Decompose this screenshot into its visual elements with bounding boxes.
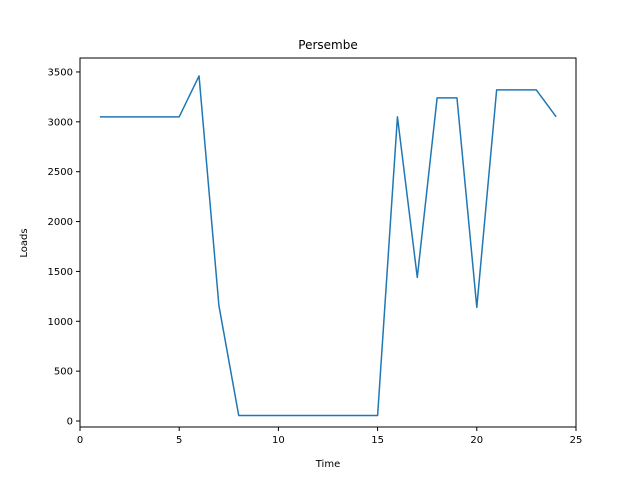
y-tick-label: 1500 — [48, 267, 73, 278]
y-tick-label: 1000 — [48, 317, 73, 328]
x-axis-label: Time — [315, 459, 340, 470]
x-tick-label: 15 — [371, 435, 384, 446]
y-tick-label: 2500 — [48, 167, 73, 178]
y-tick-label: 3000 — [48, 117, 73, 128]
x-tick-label: 25 — [570, 435, 583, 446]
chart-title: Persembe — [298, 38, 357, 52]
y-tick-label: 2000 — [48, 217, 73, 228]
y-tick-label: 0 — [67, 417, 73, 428]
y-tick-label: 500 — [54, 367, 73, 378]
plot-area: 0 5 10 15 20 25 0 500 1000 1500 2000 2500 3000 3500 — [48, 57, 583, 446]
x-tick-label: 5 — [176, 435, 182, 446]
x-tick-label: 0 — [77, 435, 83, 446]
series-layer — [99, 75, 557, 417]
series-line — [99, 75, 557, 417]
y-axis-ticks: 0 500 1000 1500 2000 2500 3000 3500 — [48, 67, 80, 428]
plot-background — [80, 58, 576, 427]
x-tick-label: 10 — [272, 435, 285, 446]
plot-frame — [79, 57, 577, 428]
y-tick-label: 3500 — [48, 67, 73, 78]
y-axis-label: Loads — [19, 228, 30, 257]
x-axis-ticks: 0 5 10 15 20 25 — [77, 427, 583, 446]
x-tick-label: 20 — [470, 435, 483, 446]
